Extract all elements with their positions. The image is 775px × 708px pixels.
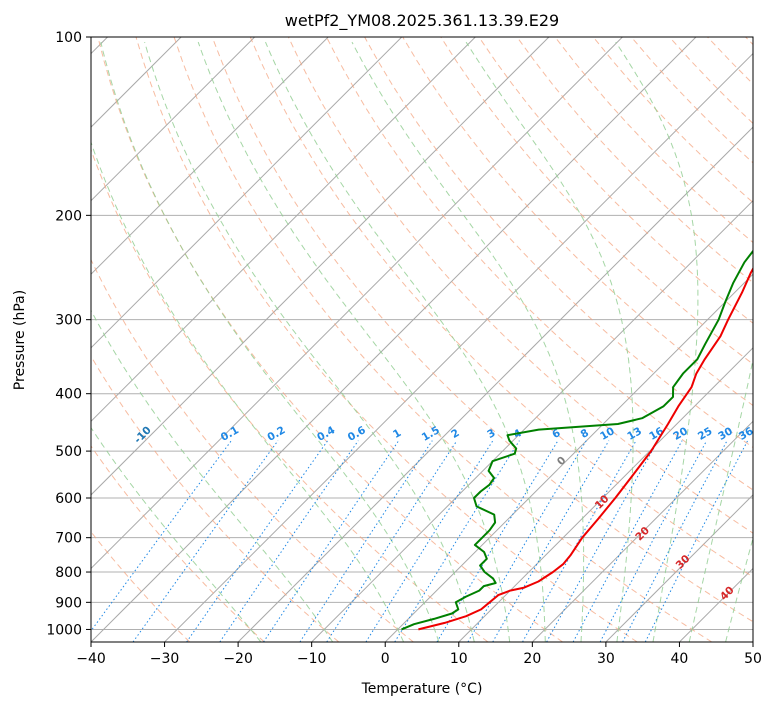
x-tick-label: 20 [523, 651, 541, 667]
pressure-gridlines [91, 37, 753, 630]
mixing-ratio-line [91, 440, 232, 632]
x-tick-label: −30 [150, 651, 180, 667]
isotherm-line [384, 273, 753, 642]
mixing-ratio-line [436, 440, 559, 642]
y-tick-label: 400 [55, 387, 82, 403]
dry-adiabat-line [287, 37, 753, 534]
mixing-ratio-line [546, 440, 659, 642]
y-tick-label: 300 [55, 313, 82, 329]
isotherm-line [605, 494, 753, 642]
mixing-ratio-line [219, 440, 359, 642]
isotherm-line [91, 37, 329, 275]
dry-adiabat-line [211, 37, 753, 623]
mixing-ratio-line [467, 440, 587, 642]
moist-adiabat-line [351, 41, 585, 642]
dewpoint-profile [401, 249, 753, 631]
dry-adiabat-line [91, 258, 414, 642]
moist-adiabat-line [91, 140, 405, 642]
dry-adiabat-line [173, 37, 713, 642]
y-tick-label: 1000 [46, 622, 82, 638]
isotherm-line [91, 37, 697, 642]
x-tick-label: −40 [76, 651, 106, 667]
isotherm-line [458, 347, 753, 642]
moist-adiabat-line [100, 41, 440, 642]
dry-adiabat-line [91, 355, 340, 642]
isotherm-line [237, 126, 753, 642]
moist-adiabat-line [265, 41, 546, 642]
x-tick-label: 10 [450, 651, 468, 667]
moist-adiabat-line [197, 41, 511, 642]
isotherm-line [91, 37, 256, 202]
x-axis-title: Temperature (°C) [361, 681, 483, 697]
isotherm-line [531, 420, 753, 642]
dry-adiabat-line [91, 445, 265, 642]
dry-adiabat-line [135, 37, 638, 642]
x-tick-label: 40 [671, 651, 689, 667]
x-tick-label: 30 [597, 651, 615, 667]
chart-title: wetPf2_YM08.2025.361.13.39.E29 [285, 11, 559, 31]
y-tick-label: 700 [55, 531, 82, 547]
y-tick-label: 900 [55, 595, 82, 611]
y-tick-label: 100 [55, 30, 82, 46]
isotherm-line [91, 37, 623, 570]
mixing-ratio-line [263, 440, 400, 642]
y-tick-label: 800 [55, 565, 82, 581]
y-axis: 1000 900 800 700 600 500 400 300 200 100 [46, 30, 91, 638]
moist-adiabat-line [91, 426, 262, 642]
mixing-ratio-line [394, 440, 520, 642]
x-tick-label: −20 [223, 651, 253, 667]
dry-adiabat-line [326, 37, 753, 491]
sounding-profiles [401, 249, 753, 631]
temperature-profile [418, 266, 753, 631]
x-axis: −40 −30 −20 −10 0 10 20 30 40 50 [76, 642, 762, 667]
y-tick-label: 600 [55, 491, 82, 507]
mixing-ratio-line [132, 440, 279, 642]
isotherms [91, 37, 753, 642]
isotherm-line [91, 37, 550, 496]
moist-adiabats [91, 41, 753, 642]
moist-adiabat-line [91, 309, 334, 642]
plot-area: 0.10.20.40.611.52346810131620253036-100-… [91, 37, 756, 642]
x-tick-label: −10 [297, 651, 327, 667]
moist-adiabat-line [465, 41, 634, 642]
mixing-ratio-label: 36 [737, 425, 756, 443]
y-axis-title: Pressure (hPa) [12, 290, 28, 390]
moist-adiabat-line [615, 41, 699, 642]
isotherm-line [91, 37, 476, 423]
x-tick-label: 0 [381, 651, 390, 667]
plot-frame [90, 36, 754, 643]
mixing-ratio-line [365, 440, 494, 642]
mixing-ratio-line [326, 440, 458, 642]
moist-adiabat-line [144, 41, 475, 642]
mixing-ratio-line [299, 440, 433, 642]
x-tick-label: 50 [744, 651, 762, 667]
y-tick-label: 500 [55, 444, 82, 460]
mixing-ratio-line [572, 440, 683, 642]
y-tick-label: 200 [55, 208, 82, 224]
mixing-ratio-lines [91, 440, 749, 642]
moist-adiabat-line [725, 536, 753, 642]
isotherm-line [91, 37, 403, 349]
moist-adiabat-line [688, 357, 753, 642]
